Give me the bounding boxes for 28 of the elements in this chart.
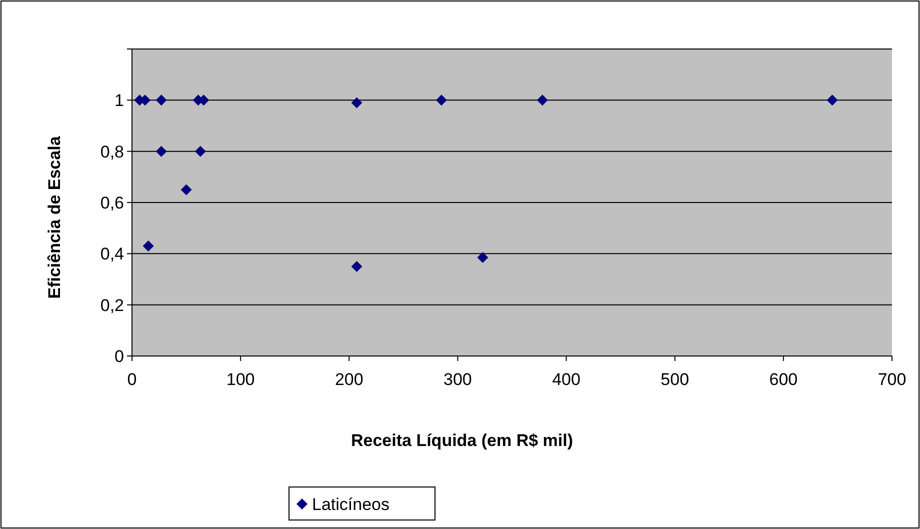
y-tick-label: 0,6	[100, 193, 124, 212]
y-tick-label: 0	[114, 346, 124, 366]
point	[536, 94, 548, 106]
x-axis-title: Receita Líquida (em R$ mil)	[351, 431, 573, 450]
x-tick-label: 0	[127, 370, 137, 389]
legend-label: Laticíneos	[312, 494, 390, 514]
x-tick-label: 200	[334, 370, 364, 389]
point	[436, 94, 447, 106]
point	[351, 97, 362, 108]
x-tick-label: 500	[660, 370, 690, 389]
point	[351, 260, 362, 272]
x-tick-label: 100	[226, 370, 255, 389]
x-tick-label: 700	[878, 370, 906, 389]
y-axis-title: Eficiência de Escala	[45, 136, 64, 299]
point	[180, 184, 192, 196]
point	[142, 240, 154, 252]
point	[156, 146, 167, 157]
x-tick-label: 300	[444, 370, 472, 389]
y-tick-label: 0,4	[100, 244, 124, 264]
y-tick-label: 0,8	[100, 142, 124, 162]
point	[826, 94, 838, 106]
point	[194, 146, 206, 157]
x-tick-label: 400	[552, 370, 580, 389]
point	[477, 252, 488, 264]
x-tick-label: 600	[769, 370, 798, 389]
point	[156, 94, 167, 106]
y-tick-label: 0,2	[100, 296, 124, 315]
y-tick-label: 1	[114, 91, 124, 110]
